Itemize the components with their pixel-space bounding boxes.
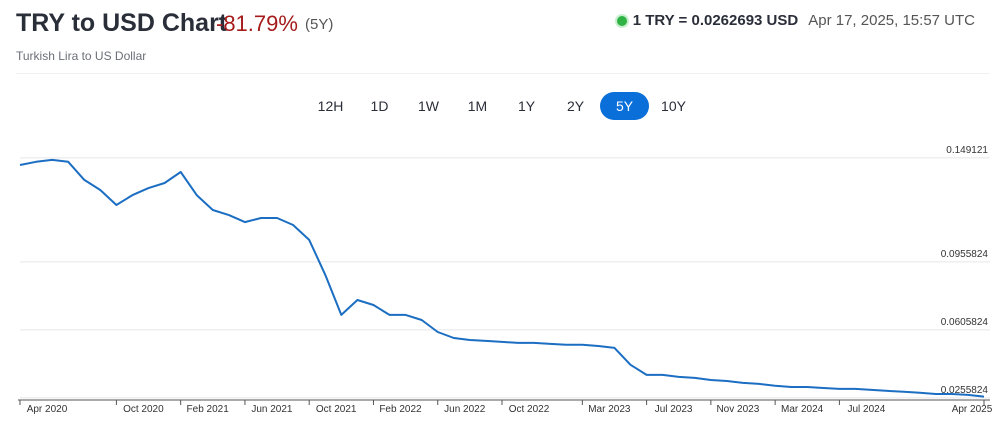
timestamp: Apr 17, 2025, 15:57 UTC (808, 12, 975, 29)
x-tick-label: Jun 2021 (251, 404, 293, 415)
x-tick-label: Oct 2022 (509, 404, 550, 415)
range-button[interactable]: 12H (317, 98, 344, 114)
title: TRY to USD Chart (16, 9, 228, 37)
rate-box: 1 TRY = 0.0262693 USD Apr 17, 2025, 15:5… (616, 12, 975, 29)
range-buttons: 12H 1D 1W 1M 1Y 2Y 5Y 10Y (306, 92, 698, 120)
x-tick-label: Oct 2021 (316, 404, 357, 415)
y-tick-label: 0.0955824 (941, 249, 989, 260)
separator (16, 73, 990, 74)
subtitle: Turkish Lira to US Dollar (16, 49, 147, 63)
y-tick-label: 0.0255824 (941, 385, 989, 396)
rate: 1 TRY = 0.0262693 USD (632, 12, 799, 29)
x-tick-label: Nov 2023 (716, 404, 759, 415)
range-button[interactable]: 1Y (517, 98, 536, 114)
range-button[interactable]: 2Y (566, 98, 585, 114)
x-tick-label: Feb 2022 (379, 404, 422, 415)
range-button[interactable]: 5Y (600, 92, 649, 120)
x-tick-label: Apr 2025 (952, 404, 993, 415)
y-tick-label: 0.0605824 (941, 317, 989, 328)
x-tick-label: Feb 2021 (187, 404, 230, 415)
x-tick-label: Mar 2024 (781, 404, 824, 415)
live-dot (616, 15, 627, 26)
range-button[interactable]: 10Y (661, 98, 686, 114)
range-button[interactable]: 1W (418, 98, 439, 114)
change: -81.79% (216, 11, 298, 36)
range-button[interactable]: 1M (467, 98, 488, 114)
price-line (19, 158, 985, 398)
y-tick-label: 0.149121 (946, 145, 988, 156)
x-tick-label: Jun 2022 (444, 404, 486, 415)
x-tick-label: Jul 2023 (655, 404, 693, 415)
x-tick-label: Mar 2023 (588, 404, 631, 415)
x-tick-label: Apr 2020 (27, 404, 68, 415)
x-tick-label: Oct 2020 (123, 404, 164, 415)
range-button[interactable]: 1D (370, 98, 389, 114)
period: (5Y) (305, 16, 334, 33)
x-tick-label: Jul 2024 (847, 404, 885, 415)
